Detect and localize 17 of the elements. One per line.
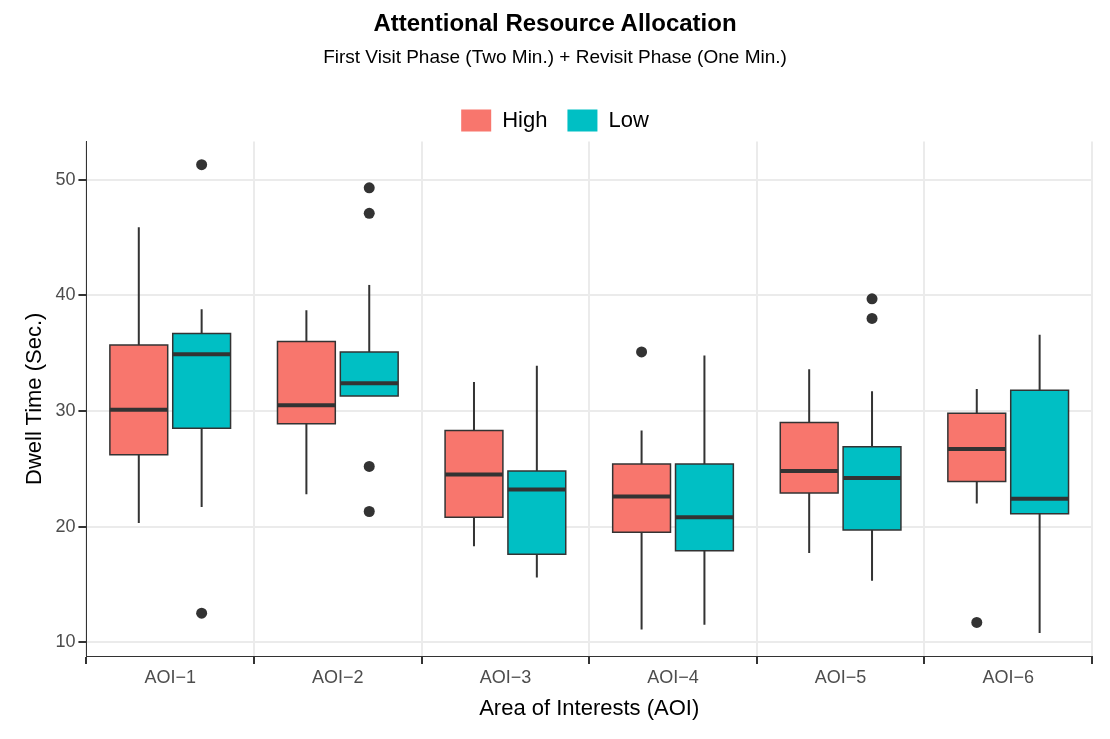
x-tick-label: AOI−6 <box>982 666 1034 687</box>
x-axis-title: Area of Interests (AOI) <box>479 694 700 720</box>
x-tick-label: AOI−2 <box>312 666 364 687</box>
y-axis-title: Dwell Time (Sec.) <box>21 312 47 485</box>
y-tick-label: 20 <box>55 515 76 536</box>
x-tick-label: AOI−3 <box>479 666 532 687</box>
y-tick-label: 50 <box>55 168 76 189</box>
y-tick-label: 30 <box>55 399 76 420</box>
chart-subtitle: First Visit Phase (Two Min.) + Revisit Phase (One Min.) <box>323 46 787 68</box>
x-tick-label: AOI−5 <box>814 666 867 687</box>
chart-title: Attentional Resource Allocation <box>373 9 737 37</box>
legend-label: High <box>502 106 548 132</box>
x-tick-label: AOI−1 <box>144 666 196 687</box>
x-tick-label: AOI−4 <box>647 666 699 687</box>
y-tick-label: 10 <box>55 631 76 652</box>
y-tick-label: 40 <box>55 284 76 305</box>
legend-label: Low <box>608 106 649 132</box>
